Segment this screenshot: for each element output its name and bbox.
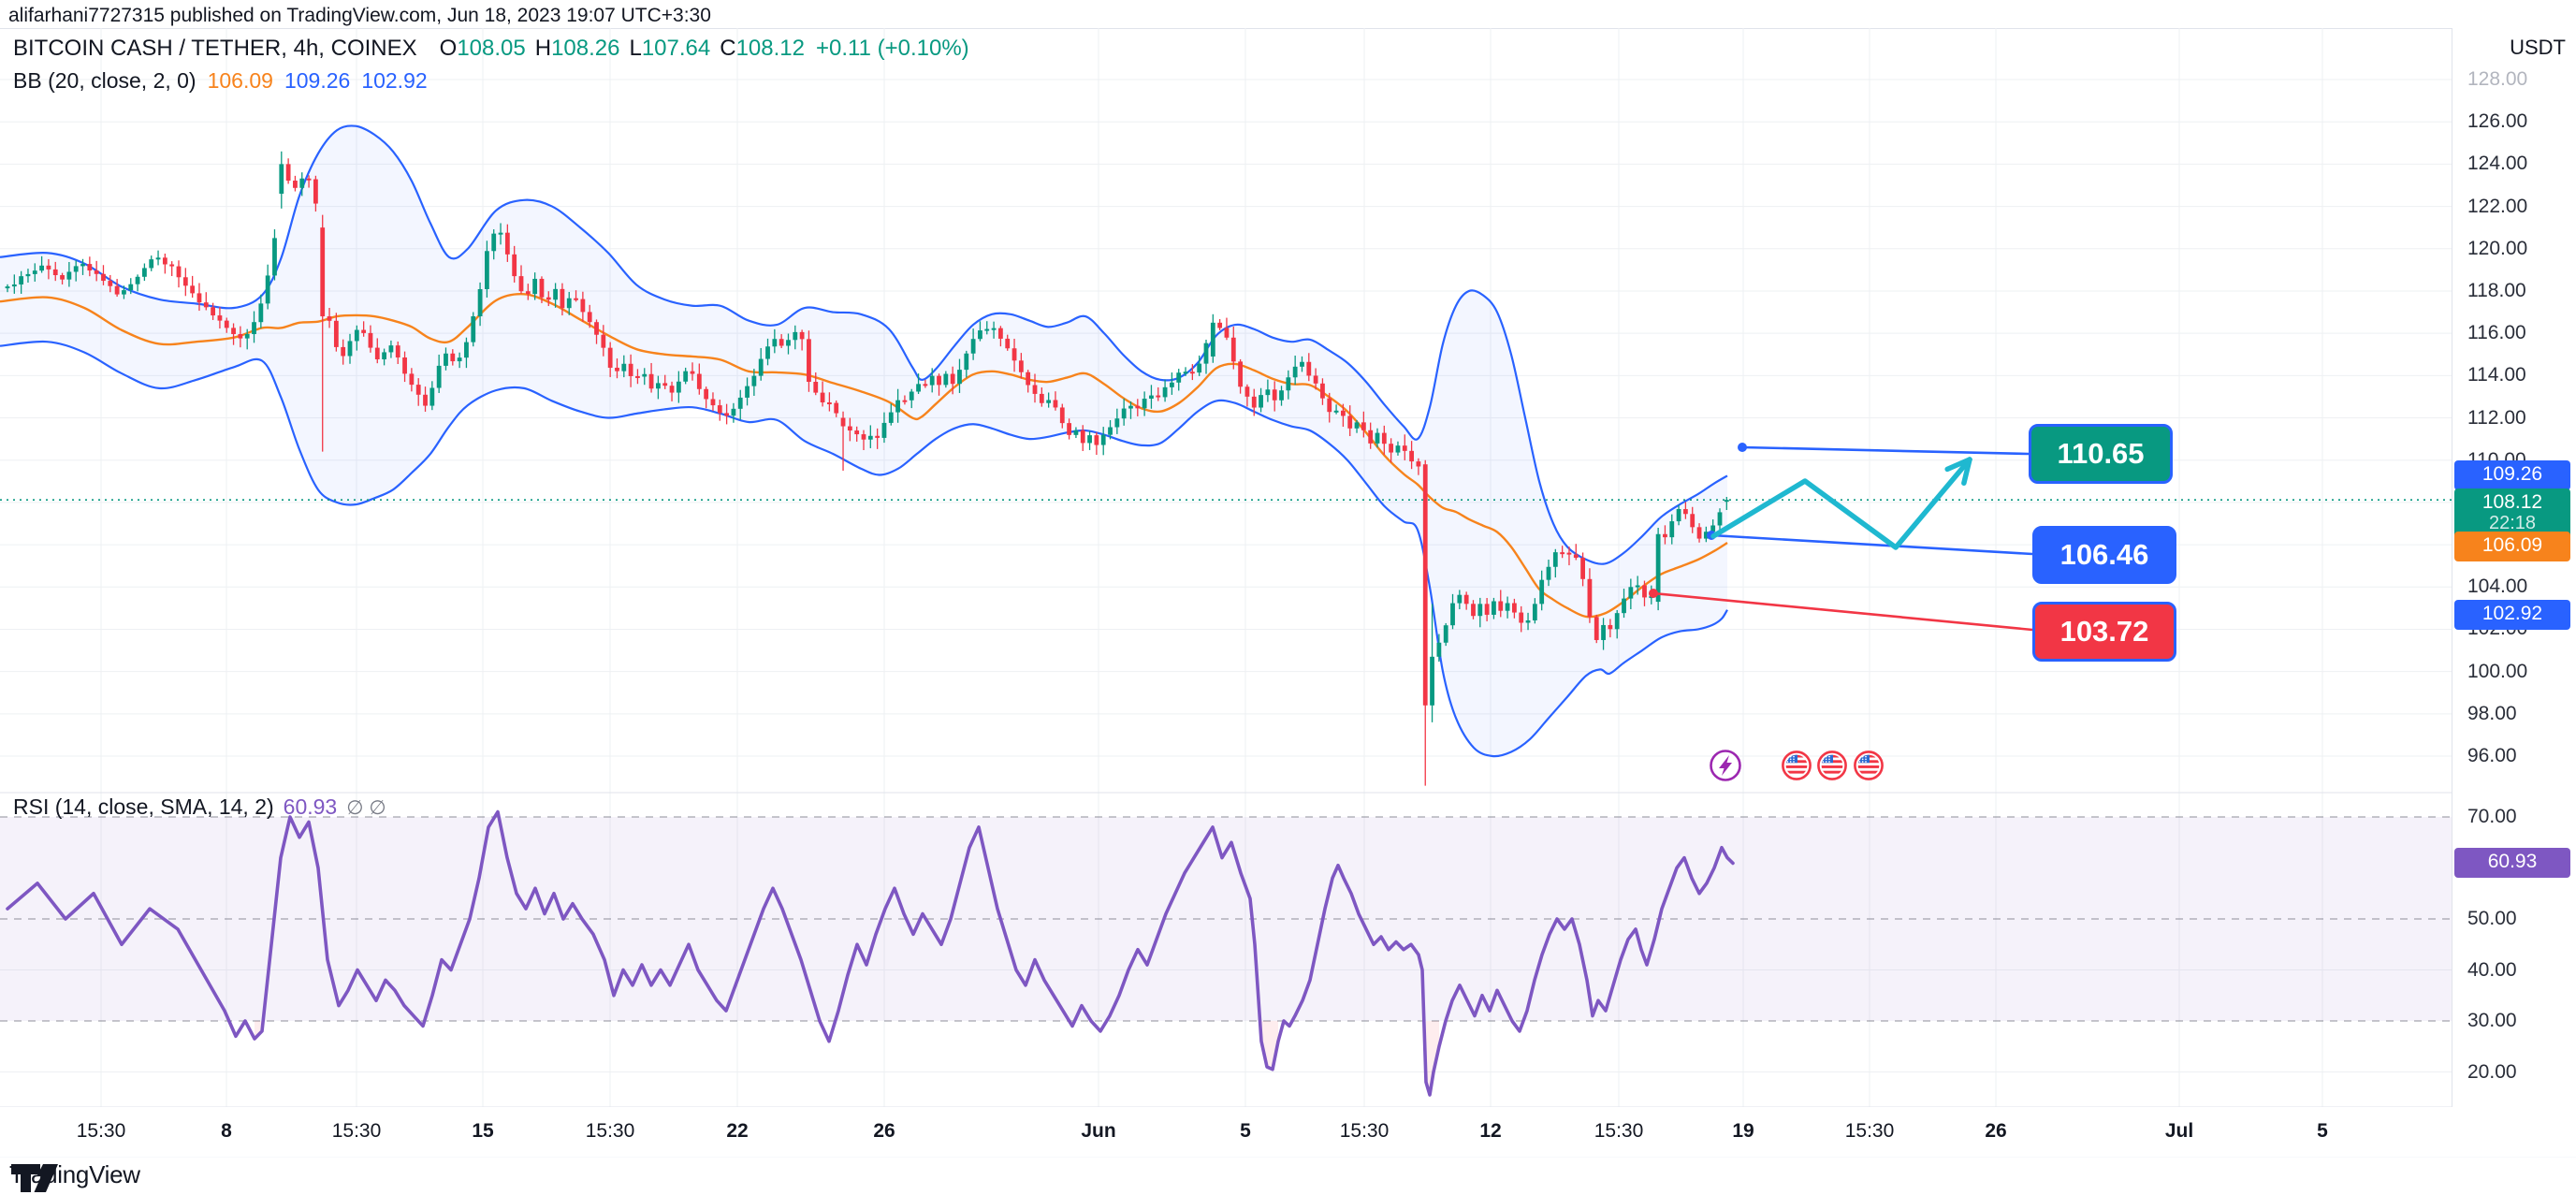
- close-label: C: [720, 36, 736, 61]
- rsi-legend[interactable]: RSI (14, close, SMA, 14, 2) 60.93 ∅ ∅: [13, 794, 386, 820]
- time-scale[interactable]: 15:30 8 15:30 15 15:30 22 26 Jun 5 15:30 12 15:30 19…: [0, 1107, 2576, 1157]
- time-tick-label: 12: [1479, 1120, 1502, 1142]
- time-tick-label: 15:30: [585, 1120, 635, 1142]
- time-tick-label: Jul: [2164, 1120, 2194, 1142]
- indicator-price-tag: 109.26: [2454, 460, 2570, 490]
- price-tick-label: 128.00: [2467, 68, 2528, 90]
- price-tick-label: 96.00: [2467, 745, 2517, 766]
- callout-value: 110.65: [2057, 437, 2145, 470]
- rsi-tick-label: 20.00: [2467, 1060, 2517, 1083]
- time-tick-label: 22: [726, 1120, 749, 1142]
- price-tick-label: 100.00: [2467, 660, 2528, 682]
- high-label: H: [534, 36, 552, 61]
- time-tick-label: 15:30: [1594, 1120, 1644, 1142]
- publish-attribution: alifarhani7727315 published on TradingVi…: [8, 5, 711, 26]
- symbol-title[interactable]: BITCOIN CASH / TETHER, 4h, COINEX: [13, 36, 417, 61]
- us-flag-event-icon[interactable]: [1782, 751, 1812, 780]
- time-tick-label: 15:30: [76, 1120, 126, 1142]
- time-tick-label: 19: [1732, 1120, 1754, 1142]
- currency-label: USDT: [2510, 36, 2566, 59]
- bb-label[interactable]: BB (20, close, 2, 0): [13, 68, 196, 93]
- tradingview-logo-icon: [11, 1164, 58, 1192]
- indicator-price-tag: 102.92: [2454, 600, 2570, 630]
- price-tick-label: 112.00: [2467, 406, 2526, 429]
- time-tick-label: 15:30: [1339, 1120, 1390, 1142]
- bb-legend-row[interactable]: BB (20, close, 2, 0) 106.09 109.26 102.92: [13, 67, 969, 94]
- us-flag-event-icon[interactable]: [1854, 751, 1884, 780]
- price-tick-label: 118.00: [2467, 279, 2526, 301]
- time-tick-label: 15:30: [331, 1120, 382, 1142]
- open-label: O: [439, 36, 458, 61]
- price-tick-label: 122.00: [2467, 195, 2528, 217]
- last-price-countdown-tag: 108.12 22:18: [2454, 488, 2570, 539]
- rsi-label[interactable]: RSI (14, close, SMA, 14, 2): [13, 794, 274, 819]
- tradingview-logo[interactable]: TradingView: [9, 1160, 140, 1192]
- price-tick-label: 126.00: [2467, 110, 2528, 133]
- rsi-tick-label: 50.00: [2467, 908, 2517, 929]
- price-callout-stop[interactable]: 103.72: [2032, 602, 2176, 662]
- high-value: 108.26: [551, 36, 620, 61]
- lightning-event-icon[interactable]: [1710, 750, 1741, 781]
- time-tick-label: Jun: [1081, 1120, 1116, 1142]
- time-tick-label: 15: [472, 1120, 494, 1142]
- price-callout-target[interactable]: 110.65: [2029, 424, 2173, 484]
- callout-value: 103.72: [2059, 615, 2149, 648]
- main-legend[interactable]: BITCOIN CASH / TETHER, 4h, COINEX O108.05…: [13, 36, 969, 94]
- low-value: 107.64: [641, 36, 711, 61]
- change-value: +0.11 (+0.10%): [815, 36, 969, 61]
- time-tick-label: 5: [1240, 1120, 1251, 1142]
- rsi-empty-values: ∅ ∅: [346, 797, 386, 819]
- price-tick-label: 124.00: [2467, 153, 2528, 175]
- time-tick-label: 26: [1985, 1120, 2007, 1142]
- callout-value: 106.46: [2059, 538, 2149, 571]
- price-tick-label: 104.00: [2467, 576, 2528, 598]
- time-tick-label: 5: [2317, 1120, 2328, 1142]
- close-value: 108.12: [735, 36, 805, 61]
- indicator-price-tag: 106.09: [2454, 532, 2570, 561]
- price-tick-label: 116.00: [2467, 322, 2526, 344]
- bb-upper-value: 109.26: [284, 68, 351, 93]
- header-divider: [0, 28, 2576, 29]
- us-flag-event-icon[interactable]: [1817, 751, 1847, 780]
- rsi-value: 60.93: [283, 794, 338, 819]
- bb-mid-value: 106.09: [207, 68, 273, 93]
- open-value: 108.05: [457, 36, 526, 61]
- rsi-tick-label: 30.00: [2467, 1010, 2517, 1031]
- symbol-row[interactable]: BITCOIN CASH / TETHER, 4h, COINEX O108.05…: [13, 36, 969, 62]
- price-scale[interactable]: USDT 128.00 126.00 124.00 122.00 120.00 118.0…: [2452, 28, 2576, 1156]
- low-label: L: [629, 36, 642, 61]
- price-tick-label: 114.00: [2467, 364, 2526, 386]
- price-tick-label: 120.00: [2467, 237, 2528, 259]
- rsi-tick-label: 40.00: [2467, 958, 2517, 981]
- time-tick-label: 26: [873, 1120, 895, 1142]
- price-callout-entry[interactable]: 106.46: [2032, 526, 2176, 584]
- rsi-tick-label: 70.00: [2467, 806, 2517, 827]
- price-tick-label: 98.00: [2467, 702, 2517, 724]
- time-tick-label: 15:30: [1844, 1120, 1895, 1142]
- rsi-value-tag: 60.93: [2454, 848, 2570, 878]
- time-tick-label: 8: [221, 1120, 232, 1142]
- bb-lower-value: 102.92: [361, 68, 428, 93]
